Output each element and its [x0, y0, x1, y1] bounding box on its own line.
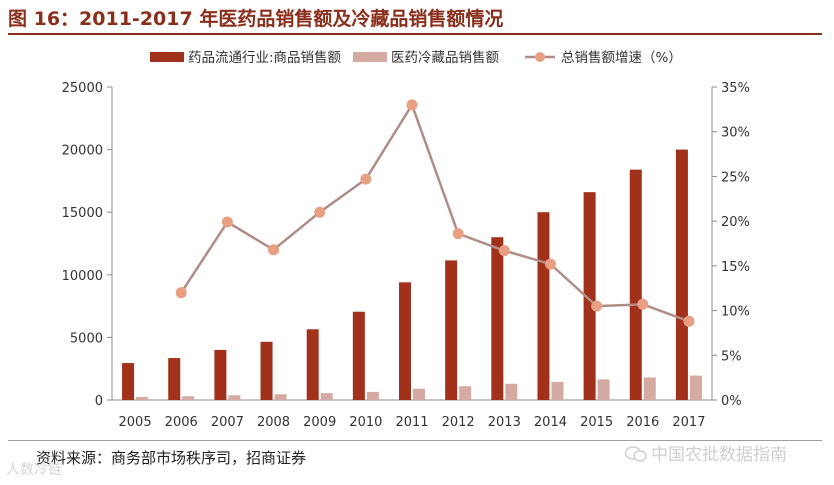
- x-axis-tick-label: 2013: [488, 415, 521, 430]
- x-axis-tick-label: 2014: [534, 415, 567, 430]
- left-axis-tick-label: 10000: [62, 269, 103, 284]
- cold-chain-bar: [182, 396, 195, 400]
- cold-chain-bar: [274, 394, 287, 400]
- legend-line-marker: [535, 52, 545, 62]
- x-axis-tick-label: 2009: [303, 415, 336, 430]
- cold-chain-bar: [136, 396, 149, 400]
- legend-label: 总销售额增速（%）: [561, 50, 682, 66]
- growth-line-path: [180, 102, 690, 323]
- right-axis-tick-label: 25%: [721, 170, 750, 185]
- legend-label: 药品流通行业:商品销售额: [188, 50, 342, 66]
- growth-line: [175, 99, 695, 327]
- x-axis: 2005 2006 2007 2008 2009 2010 2011 2012 2013 2014…: [112, 399, 712, 430]
- source-note: 资料来源：商务部市场秩序司，招商证券: [36, 449, 307, 467]
- sales-bar: [583, 192, 596, 400]
- x-axis-tick-label: 2016: [626, 415, 659, 430]
- x-axis-tick-label: 2015: [580, 415, 613, 430]
- legend-label: 医药冷藏品销售额: [391, 50, 499, 66]
- left-axis-tick-label: 15000: [62, 206, 103, 221]
- growth-point: [683, 315, 695, 327]
- right-axis: 0% 5% 10% 15% 20% 25% 30% 35%: [711, 81, 750, 409]
- right-axis-tick-label: 15%: [721, 260, 750, 275]
- legend-swatch: [150, 52, 184, 62]
- left-axis: 0 5000 10000 15000 20000 25000: [62, 81, 113, 409]
- sales-bar: [445, 260, 458, 400]
- x-axis-tick-label: 2011: [395, 415, 428, 430]
- cold-chain-bar: [643, 377, 656, 400]
- x-axis-tick-label: 2005: [119, 415, 152, 430]
- watermark-right: 中国农批数据指南: [625, 440, 787, 465]
- sales-bar: [491, 237, 504, 400]
- sales-bar: [352, 311, 365, 400]
- chart-title: 图 16：2011-2017 年医药品销售额及冷藏品销售额情况: [8, 8, 504, 30]
- cold-chain-bar: [228, 395, 241, 400]
- x-axis-tick-label: 2010: [349, 415, 382, 430]
- growth-point: [637, 298, 649, 310]
- growth-point: [314, 206, 326, 218]
- wechat-icon: [625, 446, 647, 462]
- sales-bar: [675, 149, 688, 400]
- sales-bar: [399, 282, 411, 400]
- sales-bar: [168, 358, 181, 400]
- cold-chain-bar: [689, 375, 702, 400]
- growth-point: [221, 216, 233, 228]
- growth-point: [452, 228, 464, 240]
- growth-point: [498, 245, 510, 257]
- bars: [122, 149, 702, 400]
- x-axis-tick-label: 2006: [165, 415, 198, 430]
- right-axis-tick-label: 10%: [721, 305, 750, 320]
- growth-point: [175, 287, 187, 299]
- watermark-right-text: 中国农批数据指南: [651, 445, 787, 465]
- x-axis-tick-label: 2012: [442, 415, 475, 430]
- cold-chain-bar: [459, 386, 472, 400]
- cold-chain-bar: [597, 379, 610, 400]
- sales-bar: [214, 349, 227, 400]
- sales-bar: [122, 363, 135, 400]
- legend-swatch: [353, 52, 387, 62]
- right-axis-tick-label: 5%: [721, 349, 742, 364]
- cold-chain-bar: [551, 381, 564, 400]
- growth-point: [544, 258, 556, 270]
- cold-chain-bar: [320, 393, 333, 400]
- cold-chain-bar: [413, 388, 425, 400]
- cold-chain-bar: [366, 391, 379, 400]
- growth-point: [268, 244, 280, 256]
- growth-point: [360, 173, 372, 185]
- footer-divider: [8, 440, 822, 441]
- right-axis-tick-label: 30%: [721, 126, 750, 141]
- watermark-left: 人数冷链: [6, 462, 62, 478]
- sales-bar: [260, 341, 273, 400]
- left-axis-tick-label: 5000: [70, 331, 103, 346]
- sales-bar: [306, 329, 319, 400]
- left-axis-tick-label: 20000: [62, 144, 103, 159]
- left-axis-tick-label: 25000: [62, 81, 103, 96]
- x-axis-tick-label: 2017: [672, 415, 705, 430]
- right-axis-tick-label: 0%: [721, 394, 742, 409]
- title-divider: [8, 33, 822, 35]
- right-axis-tick-label: 35%: [721, 81, 750, 96]
- growth-point: [406, 99, 418, 111]
- right-axis-tick-label: 20%: [721, 215, 750, 230]
- legend: 药品流通行业:商品销售额 医药冷藏品销售额 总销售额增速（%）: [150, 50, 682, 66]
- combo-chart: 药品流通行业:商品销售额 医药冷藏品销售额 总销售额增速（%） 0 5000 10000…: [62, 50, 750, 430]
- x-axis-tick-label: 2007: [211, 415, 244, 430]
- left-axis-tick-label: 0: [95, 394, 103, 409]
- sales-bar: [537, 212, 550, 400]
- x-axis-tick-label: 2008: [257, 415, 290, 430]
- cold-chain-bar: [505, 383, 518, 400]
- sales-bar: [629, 169, 642, 400]
- growth-point: [591, 300, 603, 312]
